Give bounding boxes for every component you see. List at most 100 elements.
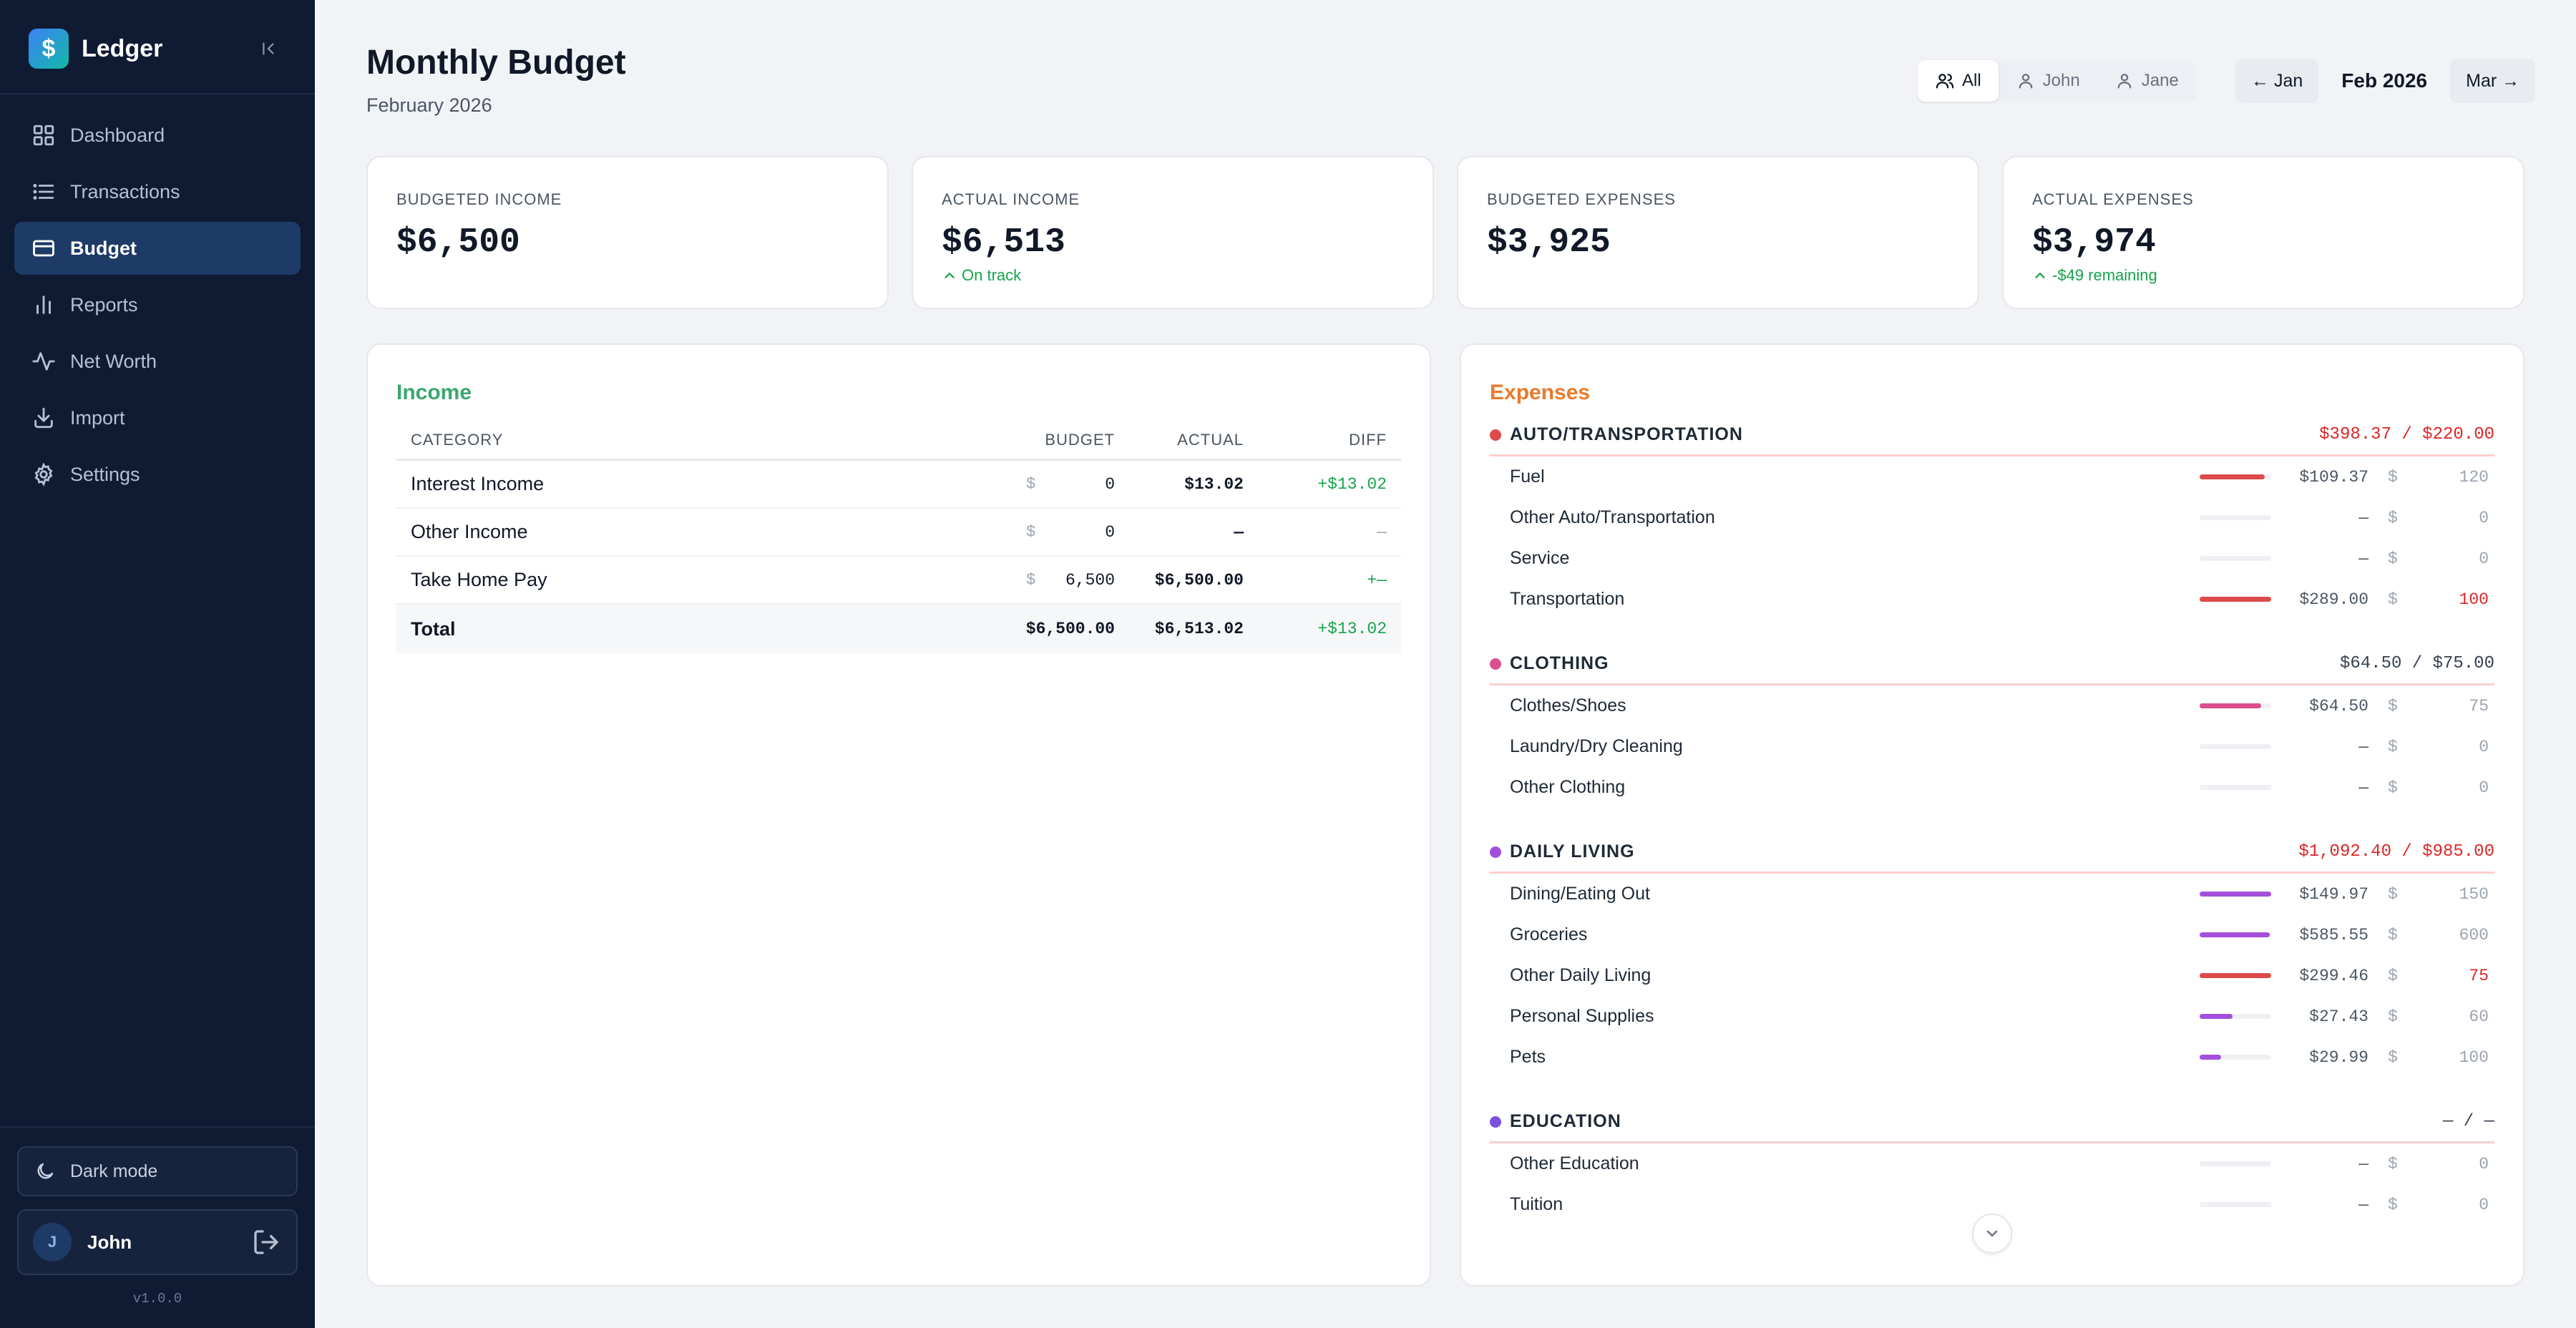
- budget-input[interactable]: 0: [2479, 549, 2489, 568]
- sidebar-item-label: Dashboard: [70, 124, 165, 146]
- app-name: Ledger: [82, 34, 163, 62]
- brand[interactable]: $ Ledger: [29, 29, 162, 69]
- expense-row[interactable]: Laundry/Dry Cleaning — $0: [1490, 726, 2494, 767]
- progress-bar: [2200, 515, 2271, 520]
- budget-input[interactable]: 120: [2459, 467, 2489, 487]
- budget-input[interactable]: 100: [2459, 1048, 2489, 1067]
- currency-symbol: $: [2388, 1048, 2398, 1067]
- expense-row[interactable]: Pets $29.99 $100: [1490, 1037, 2494, 1078]
- expense-category-name: Other Education: [1510, 1153, 1639, 1173]
- budget-input[interactable]: 150: [2459, 884, 2489, 904]
- currency-symbol: $: [2388, 925, 2398, 944]
- budget-input[interactable]: 0: [1105, 474, 1115, 494]
- expense-row[interactable]: Tuition — $0: [1490, 1184, 2494, 1225]
- expense-row[interactable]: Other Auto/Transportation — $0: [1490, 497, 2494, 538]
- group-name: EDUCATION: [1510, 1111, 1621, 1131]
- group-name: AUTO/TRANSPORTATION: [1510, 424, 1743, 444]
- filter-label: John: [2042, 71, 2080, 90]
- sidebar-item-budget[interactable]: Budget: [14, 222, 301, 275]
- expense-row[interactable]: Personal Supplies $27.43 $60: [1490, 996, 2494, 1037]
- dark-mode-toggle[interactable]: Dark mode: [17, 1146, 298, 1196]
- sidebar-item-label: Reports: [70, 293, 138, 316]
- table-row[interactable]: Take Home Pay $ 6,500 $6,500.00 +—: [396, 557, 1401, 605]
- actual-value: —: [2358, 737, 2368, 756]
- budget-input[interactable]: 0: [2479, 1154, 2489, 1173]
- progress-bar: [2200, 597, 2271, 602]
- currency-symbol: $: [2388, 966, 2398, 985]
- income-panel: Income CATEGORY BUDGET ACTUAL DIFF Inter…: [366, 343, 1431, 1286]
- expense-row[interactable]: Other Daily Living $299.46 $75: [1490, 955, 2494, 996]
- budget-input[interactable]: 6,500: [1065, 570, 1115, 590]
- filter-label: All: [1962, 71, 1981, 90]
- expense-category-name: Laundry/Dry Cleaning: [1510, 736, 1683, 756]
- expense-group-auto-transportation[interactable]: AUTO/TRANSPORTATION $398.37 / $220.00: [1490, 415, 2494, 456]
- expense-category-name: Dining/Eating Out: [1510, 884, 1650, 904]
- budget-input[interactable]: 75: [2469, 696, 2489, 716]
- expenses-title: Expenses: [1490, 381, 1591, 404]
- budget-input[interactable]: 0: [2479, 778, 2489, 797]
- progress-bar-fill: [2200, 1014, 2233, 1019]
- sidebar-item-transactions[interactable]: Transactions: [14, 165, 301, 218]
- actual-value: —: [2358, 1154, 2368, 1173]
- expense-category-name: Service: [1510, 548, 1570, 568]
- budget-input[interactable]: 0: [2479, 737, 2489, 756]
- expense-row[interactable]: Other Education — $0: [1490, 1143, 2494, 1184]
- total-label: Total: [411, 617, 456, 640]
- stat-note-text: -$49 remaining: [2052, 266, 2157, 284]
- expense-group-clothing[interactable]: CLOTHING $64.50 / $75.00: [1490, 644, 2494, 685]
- budget-input[interactable]: 0: [2479, 1195, 2489, 1214]
- users-icon: [1936, 74, 1954, 89]
- expense-row[interactable]: Clothes/Shoes $64.50 $75: [1490, 685, 2494, 726]
- actual-value: $585.55: [2299, 925, 2368, 944]
- grid-icon: [33, 125, 54, 146]
- progress-bar: [2200, 1161, 2271, 1166]
- currency-symbol: $: [2388, 508, 2398, 527]
- budget-input[interactable]: 0: [1105, 522, 1115, 542]
- collapse-sidebar-button[interactable]: [255, 34, 283, 63]
- progress-bar: [2200, 892, 2271, 897]
- expense-groups[interactable]: AUTO/TRANSPORTATION $398.37 / $220.00 Fuel…: [1490, 415, 2494, 1282]
- sidebar-item-reports[interactable]: Reports: [14, 278, 301, 331]
- table-row[interactable]: Interest Income $ 0 $13.02 +$13.02: [396, 461, 1401, 509]
- group-spacer: [1490, 620, 2494, 644]
- filter-all-button[interactable]: All: [1918, 60, 1999, 102]
- currency-symbol: $: [2388, 1007, 2398, 1026]
- filter-jane-button[interactable]: Jane: [2097, 60, 2196, 102]
- table-row[interactable]: Other Income $ 0 — —: [396, 509, 1401, 557]
- expense-row[interactable]: Fuel $109.37 $120: [1490, 456, 2494, 497]
- sidebar-item-import[interactable]: Import: [14, 391, 301, 444]
- sidebar-item-net-worth[interactable]: Net Worth: [14, 335, 301, 388]
- user-name: John: [87, 1231, 132, 1253]
- logout-icon[interactable]: [252, 1228, 280, 1256]
- currency-symbol: $: [2388, 778, 2398, 797]
- next-month-button[interactable]: Mar →: [2450, 59, 2536, 103]
- actual-value: $299.46: [2299, 966, 2368, 985]
- expense-row[interactable]: Dining/Eating Out $149.97 $150: [1490, 874, 2494, 914]
- expense-row[interactable]: Other Clothing — $0: [1490, 767, 2494, 808]
- column-header: BUDGET: [1045, 430, 1115, 449]
- expense-category-name: Groceries: [1510, 924, 1588, 944]
- group-color-dot: [1490, 429, 1501, 441]
- progress-bar-fill: [2200, 474, 2265, 479]
- sidebar-item-dashboard[interactable]: Dashboard: [14, 109, 301, 162]
- budget-input[interactable]: 600: [2459, 925, 2489, 944]
- expense-row[interactable]: Transportation $289.00 $100: [1490, 579, 2494, 620]
- expense-group-daily-living[interactable]: DAILY LIVING $1,092.40 / $985.00: [1490, 832, 2494, 874]
- expense-group-education[interactable]: EDUCATION — / —: [1490, 1102, 2494, 1143]
- group-spacer: [1490, 1078, 2494, 1102]
- stat-card-actual-income: ACTUAL INCOME $6,513 On track: [912, 156, 1434, 309]
- budget-input[interactable]: 100: [2459, 590, 2489, 609]
- prev-month-button[interactable]: ← Jan: [2235, 59, 2319, 103]
- filter-john-button[interactable]: John: [1999, 60, 2097, 102]
- stat-note: -$49 remaining: [2032, 266, 2157, 285]
- budget-input[interactable]: 0: [2479, 508, 2489, 527]
- scroll-down-button[interactable]: [1972, 1214, 2012, 1254]
- budget-input[interactable]: 60: [2469, 1007, 2489, 1026]
- expense-row[interactable]: Groceries $585.55 $600: [1490, 914, 2494, 955]
- expense-category-name: Pets: [1510, 1047, 1546, 1067]
- sidebar-item-settings[interactable]: Settings: [14, 448, 301, 501]
- download-icon: [34, 407, 53, 429]
- currency-symbol: $: [2388, 884, 2398, 904]
- expense-row[interactable]: Service — $0: [1490, 538, 2494, 579]
- budget-input[interactable]: 75: [2469, 966, 2489, 985]
